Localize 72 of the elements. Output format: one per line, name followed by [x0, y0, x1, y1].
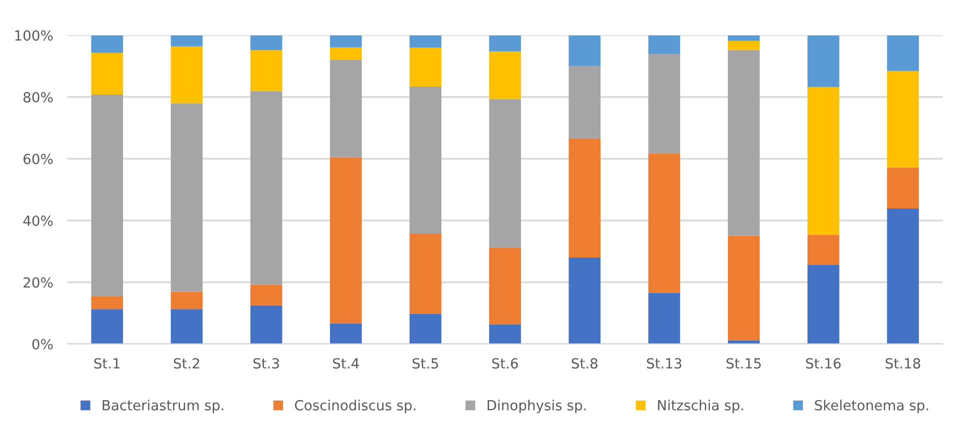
bar: [648, 153, 680, 293]
bar: [170, 46, 203, 104]
x-tick-label: St.16: [806, 358, 841, 369]
bar: [489, 99, 521, 248]
bar: [728, 35, 760, 41]
y-tick-label: 0%: [32, 338, 53, 350]
bar: [170, 292, 203, 310]
x-tick-label: St.3: [253, 358, 279, 369]
bar: [410, 314, 442, 344]
x-tick-label: St.8: [572, 358, 598, 369]
bar: [250, 305, 282, 344]
legend-label: Dinophysis sp.: [488, 400, 586, 414]
bar: [330, 47, 362, 60]
bar: [648, 292, 680, 344]
x-tick-label: St.1: [94, 358, 120, 369]
bar: [250, 91, 282, 285]
y-tick-label: 40%: [23, 215, 53, 226]
bar: [250, 35, 282, 50]
bar: [807, 235, 840, 265]
y-tick-label: 100%: [15, 30, 53, 41]
legend-label: Nitzschia sp.: [658, 400, 744, 414]
bar: [410, 86, 442, 234]
bar: [489, 35, 521, 52]
bar: [728, 50, 760, 236]
x-tick-label: St.2: [174, 358, 200, 369]
bar: [887, 208, 919, 344]
bar: [568, 35, 601, 66]
bar: [489, 247, 521, 324]
y-tick-label: 80%: [24, 92, 53, 102]
bar: [887, 167, 919, 208]
bar: [489, 324, 521, 344]
bar: [568, 138, 601, 258]
bar: [250, 50, 282, 92]
bar: [568, 66, 601, 138]
bar: [330, 157, 362, 324]
bar: [887, 35, 919, 72]
bar: [410, 233, 442, 314]
bar: [410, 48, 442, 87]
bar: [648, 54, 680, 154]
bar: [330, 323, 362, 344]
legend-label: Bacteriastrum sp.: [102, 400, 224, 414]
x-tick-label: St.13: [646, 358, 682, 369]
y-tick-label: 60%: [24, 154, 53, 164]
bar: [170, 35, 203, 46]
bar: [807, 264, 840, 344]
bar: [330, 60, 362, 158]
bar: [170, 103, 203, 292]
x-tick-label: St.18: [886, 358, 920, 369]
bar: [489, 51, 521, 100]
x-tick-label: St.6: [492, 358, 518, 369]
bar: [648, 35, 680, 54]
bar: [91, 94, 124, 296]
x-tick-label: St.5: [412, 358, 438, 369]
bar: [728, 40, 760, 50]
bar: [91, 35, 124, 53]
bar: [568, 258, 601, 344]
bar: [330, 35, 362, 48]
x-tick-label: St.15: [726, 358, 761, 369]
legend-label: Skeletonema sp.: [814, 400, 928, 414]
bar: [91, 296, 124, 310]
bar: [887, 71, 919, 168]
bar: [91, 52, 124, 95]
bar: [807, 35, 840, 88]
y-tick-label: 20%: [24, 277, 53, 288]
bar: [807, 87, 840, 236]
bar: [728, 236, 760, 340]
bar: [91, 309, 124, 344]
bar: [170, 309, 203, 344]
x-tick-label: St.4: [333, 358, 359, 369]
bar: [410, 35, 442, 48]
bar: [250, 284, 282, 306]
legend-label: Coscinodiscus sp.: [294, 400, 416, 414]
